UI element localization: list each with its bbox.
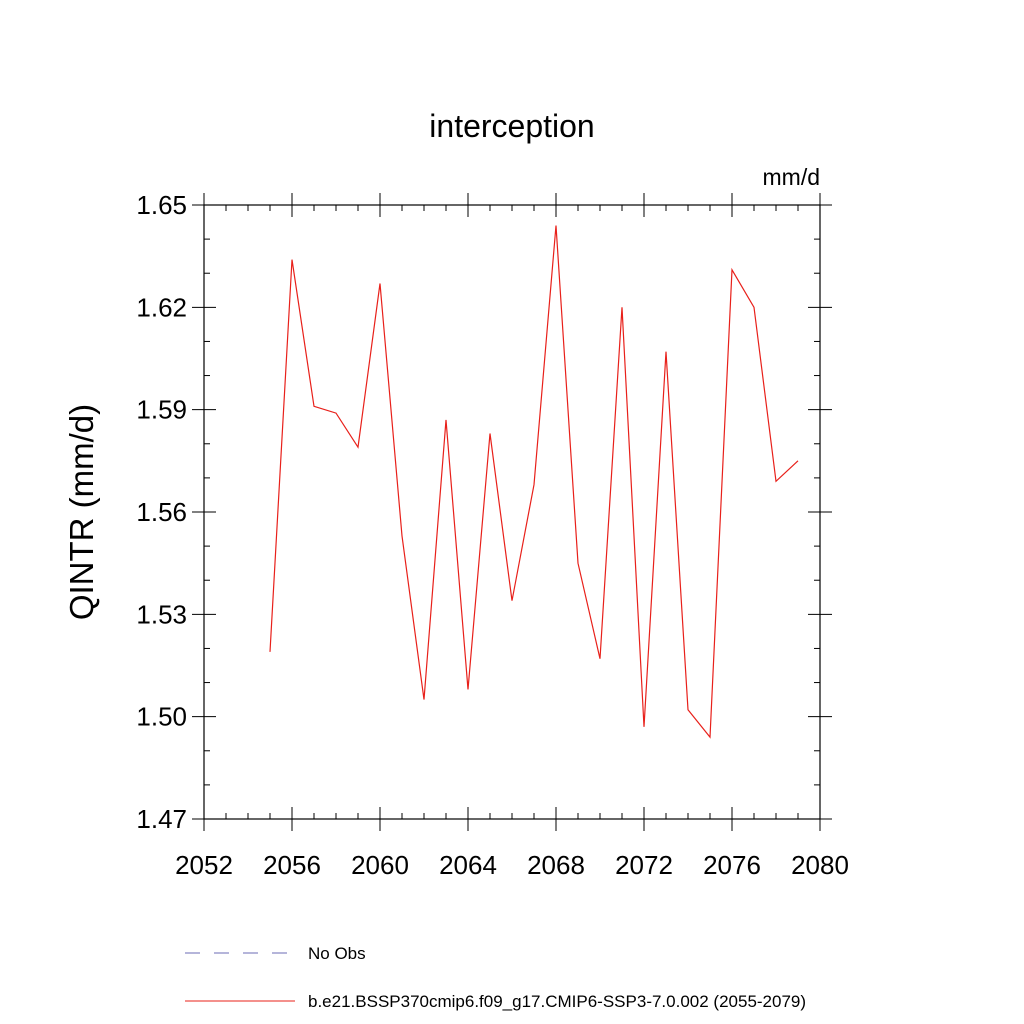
y-tick-label: 1.53 (136, 599, 187, 629)
units-label: mm/d (763, 164, 821, 190)
legend-label: b.e21.BSSP370cmip6.f09_g17.CMIP6-SSP3-7.… (308, 992, 806, 1011)
x-axis: 2052 2056 2060 2064 2068 2072 2076 2080 (175, 193, 849, 880)
y-tick-label: 1.56 (136, 497, 187, 527)
x-tick-label: 2072 (615, 850, 673, 880)
x-tick-label: 2056 (263, 850, 321, 880)
y-tick-label: 1.62 (136, 292, 187, 322)
plot-frame (203, 204, 821, 820)
y-tick-label: 1.50 (136, 702, 187, 732)
x-tick-label: 2060 (351, 850, 409, 880)
x-tick-label: 2052 (175, 850, 233, 880)
x-tick-label: 2076 (703, 850, 761, 880)
x-tick-label: 2064 (439, 850, 497, 880)
y-axis-label: QINTR (mm/d) (63, 404, 100, 620)
x-tick-label: 2080 (791, 850, 849, 880)
y-tick-label: 1.65 (136, 190, 187, 220)
series-layer (269, 225, 799, 739)
series-line (269, 225, 799, 739)
y-axis: 1.47 1.50 1.53 1.56 1.59 1.62 1.65 (136, 190, 832, 834)
y-tick-label: 1.59 (136, 395, 187, 425)
chart-title: interception (429, 108, 594, 144)
legend-label: No Obs (308, 944, 366, 963)
x-tick-label: 2068 (527, 850, 585, 880)
legend: No Obs b.e21.BSSP370cmip6.f09_g17.CMIP6-S… (185, 944, 806, 1011)
y-tick-label: 1.47 (136, 804, 187, 834)
